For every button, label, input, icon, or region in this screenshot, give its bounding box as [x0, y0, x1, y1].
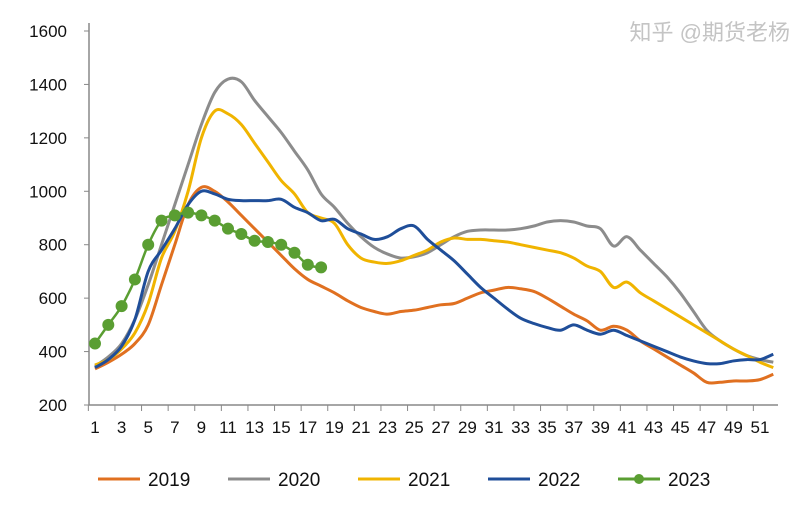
- x-tick-label: 11: [219, 418, 237, 437]
- data-point-2023: [182, 206, 195, 219]
- x-tick-label: 43: [644, 418, 663, 437]
- x-tick-label: 1: [90, 418, 99, 437]
- y-tick-label: 800: [39, 236, 67, 255]
- data-point-2023: [168, 209, 181, 222]
- x-tick-label: 51: [751, 418, 770, 437]
- legend-label-2021: 2021: [408, 470, 450, 491]
- x-tick-label: 17: [298, 418, 317, 437]
- data-point-2023: [142, 238, 155, 251]
- x-tick-label: 47: [697, 418, 716, 437]
- series-line-2021: [94, 108, 774, 369]
- data-point-2023: [208, 214, 221, 227]
- x-tick-label: 13: [245, 418, 264, 437]
- data-point-2023: [155, 214, 168, 227]
- series-line-2020: [94, 76, 774, 368]
- x-tick-label: 49: [724, 418, 743, 437]
- x-tick-label: 41: [618, 418, 637, 437]
- data-point-2023: [315, 261, 328, 274]
- series-line-2019: [94, 185, 774, 385]
- x-tick-label: 31: [485, 418, 504, 437]
- x-tick-label: 25: [405, 418, 424, 437]
- data-point-2023: [89, 337, 101, 350]
- series-line-2023: [93, 211, 322, 345]
- x-tick-label: 45: [671, 418, 690, 437]
- x-tick-label: 9: [197, 418, 206, 437]
- legend-marker-2023: [634, 474, 644, 484]
- y-tick-label: 200: [39, 396, 67, 415]
- watermark: 知乎 @期货老杨: [630, 20, 790, 45]
- legend-label-2020: 2020: [278, 470, 320, 491]
- data-point-2023: [222, 222, 234, 235]
- x-tick-label: 21: [352, 418, 371, 437]
- x-tick-label: 7: [170, 418, 179, 437]
- data-point-2023: [235, 228, 248, 241]
- y-tick-label: 1400: [29, 75, 67, 94]
- data-point-2023: [195, 209, 208, 222]
- y-tick-label: 1000: [29, 182, 67, 201]
- x-tick-label: 33: [511, 418, 530, 437]
- data-point-2023: [102, 318, 115, 331]
- legend-label-2023: 2023: [668, 470, 710, 491]
- data-point-2023: [301, 258, 314, 271]
- x-tick-label: 27: [431, 418, 450, 437]
- x-tick-label: 37: [564, 418, 583, 437]
- x-tick-label: 35: [538, 418, 557, 437]
- x-tick-label: 39: [591, 418, 610, 437]
- x-tick-label: 5: [143, 418, 152, 437]
- y-tick-label: 1200: [29, 129, 67, 148]
- legend-label-2022: 2022: [538, 470, 580, 491]
- legend: 2019 2020 2021 2022 2023: [98, 470, 710, 491]
- data-point-2023: [261, 236, 274, 249]
- x-tick-label: 3: [117, 418, 126, 437]
- series-lines: [89, 76, 774, 385]
- series-line-2022: [94, 189, 774, 369]
- y-tick-label: 400: [39, 343, 67, 362]
- data-point-2023: [248, 234, 261, 247]
- data-point-2023: [275, 238, 288, 251]
- x-tick-label: 29: [458, 418, 477, 437]
- y-tick-label: 600: [39, 289, 67, 308]
- data-point-2023: [288, 246, 301, 259]
- x-tick-label: 19: [325, 418, 344, 437]
- legend-label-2019: 2019: [148, 470, 190, 491]
- data-point-2023: [115, 300, 128, 313]
- x-tick-label: 15: [272, 418, 291, 437]
- x-tick-label: 23: [378, 418, 397, 437]
- y-tick-label: 1600: [29, 22, 67, 41]
- data-point-2023: [128, 273, 141, 286]
